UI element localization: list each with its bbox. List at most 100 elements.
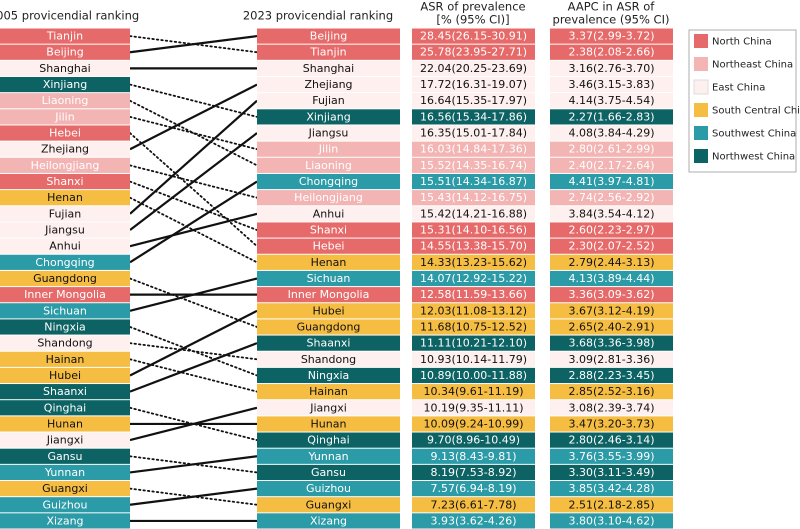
legend-label: South Central China (712, 106, 800, 117)
province-2005-cell (0, 384, 130, 400)
asr-value-cell (412, 367, 535, 384)
province-2023-cell (257, 270, 400, 287)
province-2023-cell (257, 448, 400, 464)
province-2005-cell (0, 157, 130, 173)
province-2005: Ningxia (44, 320, 86, 333)
asr-value: 7.23(6.61-7.78) (430, 498, 516, 511)
asr-value-cell (412, 60, 535, 76)
province-2005-cell (0, 206, 130, 222)
aapc-value: 2.79(2.44-3.13) (568, 256, 654, 269)
province-2023-cell (257, 464, 400, 481)
province-2023: Anhui (313, 207, 345, 220)
aapc-value: 3.80(3.10-4.62) (568, 514, 654, 527)
province-2005: Shanghai (39, 62, 90, 75)
aapc-value-cell (550, 157, 673, 173)
province-2005-cell (0, 141, 130, 157)
province-2023-cell (257, 416, 400, 432)
province-2005: Yunnan (44, 466, 85, 479)
province-2005-cell (0, 44, 130, 60)
aapc-value-cell (550, 76, 673, 93)
aapc-value: 2.65(2.40-2.91) (568, 320, 654, 333)
asr-value: 7.57(6.94-8.19) (430, 482, 516, 495)
aapc-value-cell (550, 319, 673, 335)
province-2023: Xizang (310, 514, 347, 527)
asr-value: 12.03(11.08-13.12) (420, 304, 527, 317)
asr-value: 16.03(14.84-17.36) (420, 143, 527, 156)
aapc-value-cell (550, 28, 673, 44)
province-2023: Sichuan (307, 272, 351, 285)
aapc-value-cell (550, 44, 673, 60)
legend-label: Northeast China (712, 60, 793, 71)
province-2023-cell (257, 44, 400, 60)
asr-value: 16.64(15.35-17.97) (420, 94, 527, 107)
province-2005-cell (0, 190, 130, 206)
asr-value-cell (412, 464, 535, 481)
province-2023-cell (257, 60, 400, 76)
aapc-value-cell (550, 464, 673, 481)
asr-value-cell (412, 303, 535, 319)
aapc-value-cell (550, 400, 673, 416)
asr-value: 14.07(12.92-15.22) (420, 272, 527, 285)
asr-value: 9.13(8.43-9.81) (430, 450, 516, 463)
province-2023: Hebei (313, 240, 345, 253)
province-2023-cell (257, 125, 400, 141)
asr-value: 22.04(20.25-23.69) (420, 62, 527, 75)
province-2005-cell (0, 303, 130, 319)
asr-value-cell (412, 384, 535, 400)
asr-value: 15.43(14.12-16.75) (420, 191, 527, 204)
asr-value: 11.68(10.75-12.52) (420, 320, 527, 333)
province-2023-cell (257, 384, 400, 400)
asr-value-cell (412, 513, 535, 529)
province-2005-cell (0, 60, 130, 76)
asr-value: 25.78(23.95-27.71) (420, 46, 527, 59)
legend-swatch (694, 57, 708, 71)
province-2023: Hainan (309, 385, 348, 398)
legend-swatch (694, 103, 708, 117)
aapc-value: 3.67(3.12-4.19) (568, 304, 654, 317)
asr-value-cell (412, 497, 535, 513)
aapc-value-cell (550, 222, 673, 238)
province-2023-cell (257, 335, 400, 351)
province-2023-cell (257, 400, 400, 416)
province-2005: Zhejiang (41, 143, 89, 156)
province-2023: Shanghai (303, 62, 354, 75)
header-2005: 2005 provicendial ranking (0, 9, 139, 23)
aapc-value-cell (550, 60, 673, 76)
province-2005-cell (0, 448, 130, 464)
rank-link (129, 132, 258, 248)
province-2023: Shaanxi (307, 337, 351, 350)
legend-label: Southwest China (712, 129, 796, 140)
aapc-value: 2.51(2.18-2.85) (568, 498, 654, 511)
province-2005: Shanxi (46, 175, 83, 188)
aapc-value-cell (550, 481, 673, 497)
province-2005: Hainan (46, 353, 85, 366)
asr-value: 10.34(9.61-11.19) (423, 385, 523, 398)
asr-value-cell (412, 481, 535, 497)
aapc-value-cell (550, 384, 673, 400)
province-2023: Chongqing (299, 175, 358, 188)
header-asr: ASR of prevalence (420, 0, 525, 14)
asr-value-cell (412, 141, 535, 157)
asr-value: 16.56(15.34-17.86) (420, 110, 527, 123)
aapc-value: 4.08(3.84-4.29) (568, 127, 654, 140)
asr-value-cell (412, 190, 535, 206)
province-2005-cell (0, 464, 130, 481)
aapc-value-cell (550, 513, 673, 529)
aapc-value: 3.36(3.09-3.62) (568, 288, 654, 301)
province-2023-cell (257, 497, 400, 513)
asr-value: 15.52(14.35-16.74) (420, 159, 527, 172)
asr-value: 10.93(10.14-11.79) (420, 353, 527, 366)
aapc-value: 3.46(3.15-3.83) (568, 78, 654, 91)
asr-value: 28.45(26.15-30.91) (420, 30, 527, 43)
aapc-value: 3.76(3.55-3.99) (568, 450, 654, 463)
province-2005-cell (0, 287, 130, 303)
aapc-value: 3.68(3.36-3.98) (568, 337, 654, 350)
aapc-value-cell (550, 270, 673, 287)
province-2005: Gansu (48, 450, 83, 463)
aapc-value: 2.80(2.46-3.14) (568, 434, 654, 447)
province-2023: Guangdong (297, 320, 361, 333)
province-2023-cell (257, 141, 400, 157)
asr-value-cell (412, 28, 535, 44)
rank-link (129, 180, 258, 264)
rank-link (129, 342, 258, 361)
